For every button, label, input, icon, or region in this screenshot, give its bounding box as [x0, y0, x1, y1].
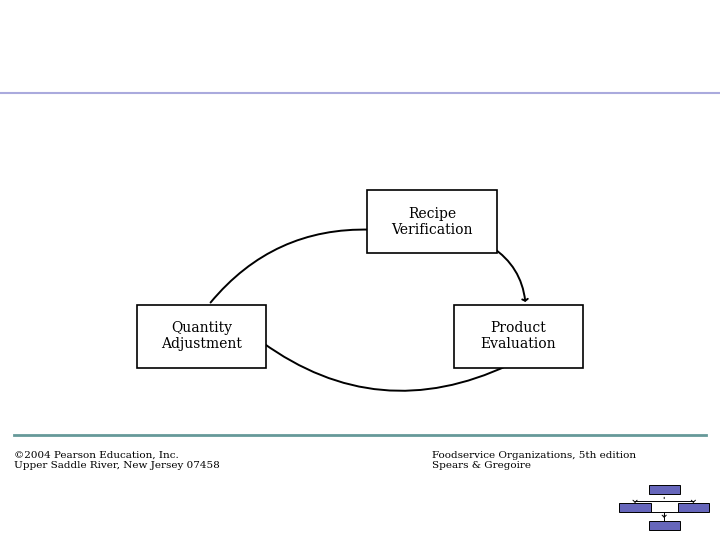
- Bar: [619, 503, 651, 512]
- Bar: [649, 485, 680, 495]
- Text: Product
Evaluation: Product Evaluation: [480, 321, 557, 352]
- Text: Foodservice Organizations, 5th edition
Spears & Gregoire: Foodservice Organizations, 5th edition S…: [432, 451, 636, 470]
- Bar: [678, 503, 709, 512]
- Text: Quantity
Adjustment: Quantity Adjustment: [161, 321, 242, 352]
- Text: ©2004 Pearson Education, Inc.
Upper Saddle River, New Jersey 07458: ©2004 Pearson Education, Inc. Upper Sadd…: [14, 451, 220, 470]
- FancyBboxPatch shape: [137, 305, 266, 368]
- Text: Three Phases of Recipe: Three Phases of Recipe: [22, 27, 387, 55]
- Text: Standardization: Standardization: [22, 63, 272, 91]
- FancyBboxPatch shape: [454, 305, 583, 368]
- FancyBboxPatch shape: [367, 190, 497, 253]
- Text: Recipe
Verification: Recipe Verification: [391, 207, 473, 237]
- Bar: [649, 521, 680, 530]
